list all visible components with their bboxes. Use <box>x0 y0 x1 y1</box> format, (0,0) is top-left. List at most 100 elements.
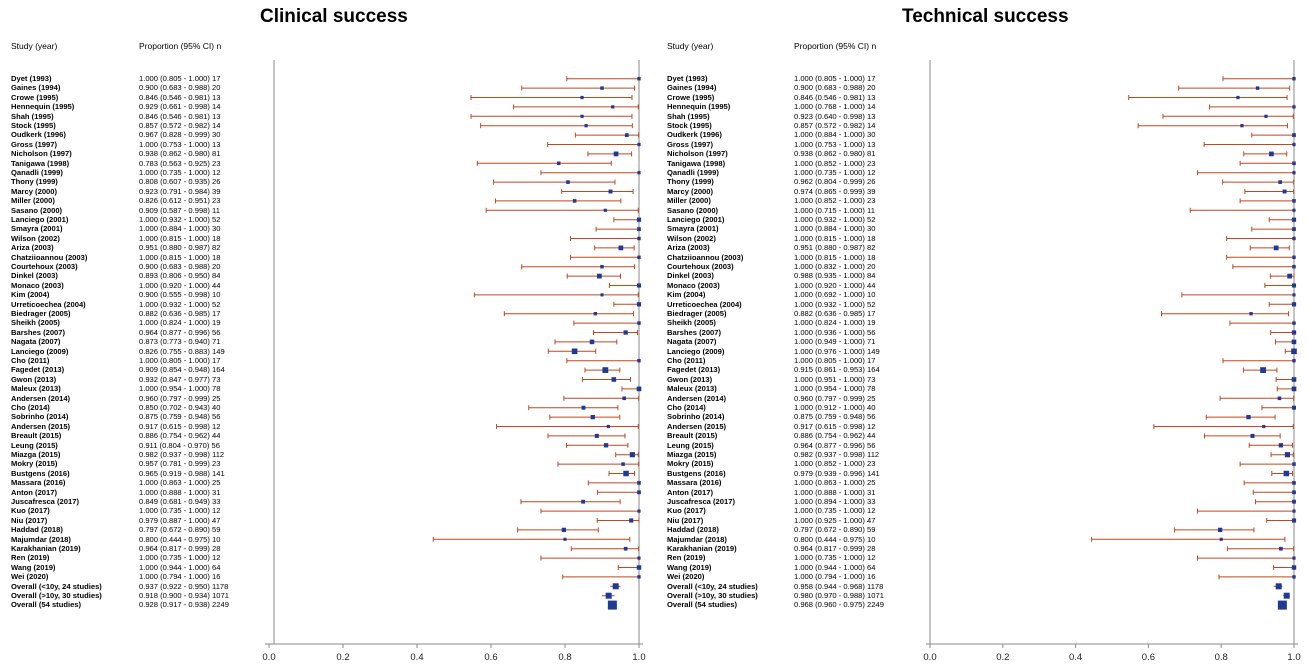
study-label: Gaines (1994) <box>11 83 61 93</box>
proportion-value: 1.000 (0.805 - 1.000) 17 <box>139 74 221 83</box>
proportion-value: 1.000 (0.925 - 1.000) 47 <box>794 515 876 525</box>
proportion-value: 0.980 (0.970 - 0.988) 1071 <box>794 591 884 600</box>
proportion-value: 0.846 (0.546 - 0.981) 13 <box>794 92 876 102</box>
proportion-value: 1.000 (0.888 - 1.000) 31 <box>139 487 221 497</box>
estimate-point <box>603 443 609 448</box>
proportion-value: 0.968 (0.960 - 0.975) 2249 <box>794 600 884 610</box>
study-label: Wilson (2002) <box>11 233 60 243</box>
study-label: Bustgens (2016) <box>667 468 726 478</box>
study-label: Kuo (2017) <box>667 506 706 516</box>
estimate-point <box>1292 227 1296 231</box>
estimate-point <box>572 199 577 203</box>
proportion-value: 0.797 (0.672 - 0.890) 59 <box>139 525 221 535</box>
estimate-point <box>1269 151 1274 157</box>
proportion-value: 1.000 (0.932 - 1.000) 52 <box>794 215 876 224</box>
study-label: Crowe (1995) <box>667 92 715 102</box>
proportion-value: 1.000 (0.884 - 1.000) 30 <box>794 130 876 140</box>
study-label: Maleux (2013) <box>667 384 717 394</box>
estimate-point <box>636 302 642 307</box>
proportion-value: 1.000 (0.894 - 1.000) 33 <box>794 497 876 506</box>
estimate-point <box>636 217 642 222</box>
proportion-value: 1.000 (0.954 - 1.000) 78 <box>139 384 221 394</box>
estimate-point <box>556 161 561 166</box>
estimate-point <box>1278 180 1282 184</box>
study-label: Wang (2019) <box>667 562 712 572</box>
estimate-point <box>1292 359 1296 363</box>
study-label: Wilson (2002) <box>667 233 716 243</box>
proportion-value: 1.000 (0.932 - 1.000) 52 <box>794 299 876 309</box>
study-label: Smayra (2001) <box>667 224 719 234</box>
proportion-value: 0.958 (0.944 - 0.968) 1178 <box>794 581 884 591</box>
estimate-point <box>581 499 586 504</box>
proportion-value: 1.000 (0.951 - 1.000) 73 <box>794 374 876 384</box>
study-label: Marcy (2000) <box>667 186 714 196</box>
estimate-point <box>563 537 567 541</box>
estimate-point <box>1262 424 1266 429</box>
proportion-value: 0.875 (0.759 - 0.948) 56 <box>794 412 876 422</box>
study-label: Andersen (2014) <box>667 393 727 403</box>
estimate-point <box>1292 509 1296 513</box>
estimate-point <box>594 433 599 438</box>
estimate-point <box>1236 95 1240 100</box>
estimate-point <box>637 575 641 579</box>
study-label: Dyet (1993) <box>11 74 52 83</box>
proportion-value: 0.962 (0.804 - 0.999) 26 <box>794 177 876 187</box>
x-tick-label: 0.0 <box>262 652 275 663</box>
proportion-value: 0.849 (0.681 - 0.949) 33 <box>139 497 221 506</box>
estimate-point <box>589 339 595 345</box>
proportion-value: 0.826 (0.612 - 0.951) 23 <box>139 196 221 206</box>
study-label: Nagata (2007) <box>667 337 717 347</box>
estimate-point <box>561 527 567 533</box>
study-label: Biedrager (2005) <box>667 309 727 318</box>
proportion-value: 1.000 (0.944 - 1.000) 64 <box>139 562 221 572</box>
estimate-point <box>1283 470 1290 477</box>
estimate-point <box>1287 273 1293 279</box>
proportion-value: 1.000 (0.815 - 1.000) 18 <box>139 233 221 243</box>
proportion-value: 0.893 (0.806 - 0.950) 84 <box>139 271 221 281</box>
proportion-value: 0.967 (0.828 - 0.999) 30 <box>139 130 221 140</box>
proportion-value: 0.957 (0.781 - 0.999) 23 <box>139 459 221 469</box>
study-label: Andersen (2015) <box>11 421 71 431</box>
x-tick-label: 1.0 <box>1287 652 1300 663</box>
study-label: Anton (2017) <box>667 487 713 497</box>
estimate-point <box>1292 462 1296 466</box>
estimate-point <box>1292 236 1296 241</box>
estimate-point <box>593 312 598 316</box>
proportion-value: 1.000 (0.735 - 1.000) 12 <box>139 506 221 516</box>
proportion-value: 0.800 (0.444 - 0.975) 10 <box>139 534 221 544</box>
proportion-value: 1.000 (0.715 - 1.000) 11 <box>794 205 875 215</box>
proportion-value: 1.000 (0.805 - 1.000) 17 <box>139 356 221 365</box>
proportion-value: 1.000 (0.753 - 1.000) 13 <box>794 139 876 149</box>
study-label: Tanigawa (1998) <box>667 158 726 168</box>
proportion-value: 1.000 (0.832 - 1.000) 20 <box>794 262 876 271</box>
study-label: Overall (>10y, 30 studies) <box>667 591 758 600</box>
study-label: Nagata (2007) <box>11 337 61 347</box>
estimate-point <box>1292 255 1296 259</box>
estimate-point <box>637 236 641 241</box>
proportion-value: 1.000 (0.976 - 1.000) 149 <box>794 346 880 356</box>
study-label: Cho (2014) <box>11 403 50 412</box>
proportion-value: 0.982 (0.937 - 0.998) 112 <box>139 450 225 459</box>
proportion-value: 1.000 (0.863 - 1.000) 25 <box>794 478 876 488</box>
estimate-point <box>603 208 607 212</box>
estimate-point <box>580 114 584 118</box>
study-label: Urreticoechea (2004) <box>667 299 742 309</box>
estimate-point <box>1291 518 1297 523</box>
study-label: Maleux (2013) <box>11 384 61 394</box>
study-label: Crowe (1995) <box>11 92 59 102</box>
x-tick-label: 0.0 <box>923 652 936 663</box>
estimate-point <box>1277 396 1282 401</box>
proportion-value: 0.964 (0.817 - 0.999) 28 <box>794 544 876 553</box>
proportion-value: 1.000 (0.888 - 1.000) 31 <box>794 487 876 497</box>
estimate-point <box>1291 377 1297 382</box>
proportion-value: 1.000 (0.949 - 1.000) 71 <box>794 337 876 347</box>
proportion-value: 0.929 (0.661 - 0.998) 14 <box>139 102 221 112</box>
proportion-value: 0.882 (0.636 - 0.985) 17 <box>794 309 876 318</box>
estimate-point <box>623 470 629 477</box>
estimate-point <box>1284 452 1291 458</box>
x-tick-label: 0.2 <box>336 652 349 663</box>
proportion-value: 1.000 (0.884 - 1.000) 30 <box>139 224 221 234</box>
estimate-point <box>1249 312 1253 316</box>
proportion-value: 0.882 (0.636 - 0.985) 17 <box>139 309 221 318</box>
estimate-point <box>629 452 635 458</box>
